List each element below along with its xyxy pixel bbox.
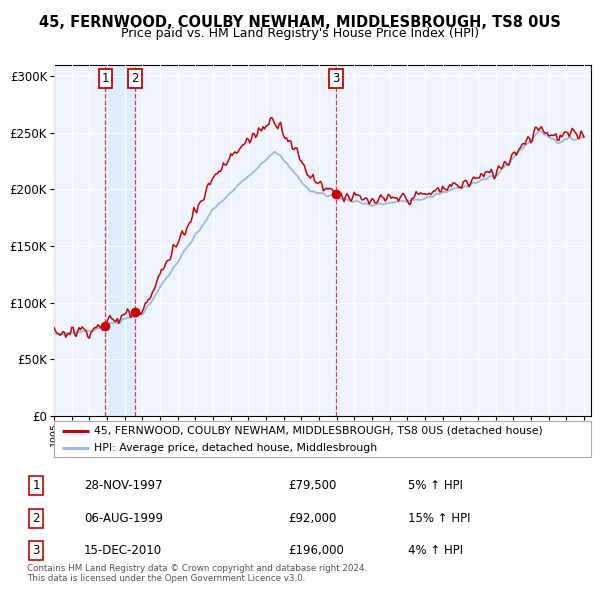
Bar — [135, 65, 336, 416]
Bar — [105, 65, 135, 416]
Text: Contains HM Land Registry data © Crown copyright and database right 2024.
This d: Contains HM Land Registry data © Crown c… — [27, 563, 367, 583]
Text: 15% ↑ HPI: 15% ↑ HPI — [408, 512, 470, 525]
Text: 45, FERNWOOD, COULBY NEWHAM, MIDDLESBROUGH, TS8 0US: 45, FERNWOOD, COULBY NEWHAM, MIDDLESBROU… — [39, 15, 561, 30]
Text: £79,500: £79,500 — [288, 479, 337, 493]
Text: 5% ↑ HPI: 5% ↑ HPI — [408, 479, 463, 493]
Text: 1: 1 — [101, 73, 109, 86]
Text: 45, FERNWOOD, COULBY NEWHAM, MIDDLESBROUGH, TS8 0US (detached house): 45, FERNWOOD, COULBY NEWHAM, MIDDLESBROU… — [94, 425, 543, 435]
Text: 4% ↑ HPI: 4% ↑ HPI — [408, 544, 463, 558]
Text: 1: 1 — [32, 479, 40, 493]
Text: 3: 3 — [32, 544, 40, 558]
Text: 2: 2 — [131, 73, 139, 86]
Text: HPI: Average price, detached house, Middlesbrough: HPI: Average price, detached house, Midd… — [94, 443, 377, 453]
Text: £196,000: £196,000 — [288, 544, 344, 558]
Text: 2: 2 — [32, 512, 40, 525]
Text: £92,000: £92,000 — [288, 512, 337, 525]
Text: 3: 3 — [332, 73, 340, 86]
Text: 15-DEC-2010: 15-DEC-2010 — [84, 544, 162, 558]
Text: Price paid vs. HM Land Registry's House Price Index (HPI): Price paid vs. HM Land Registry's House … — [121, 27, 479, 40]
Text: 06-AUG-1999: 06-AUG-1999 — [84, 512, 163, 525]
Text: 28-NOV-1997: 28-NOV-1997 — [84, 479, 163, 493]
